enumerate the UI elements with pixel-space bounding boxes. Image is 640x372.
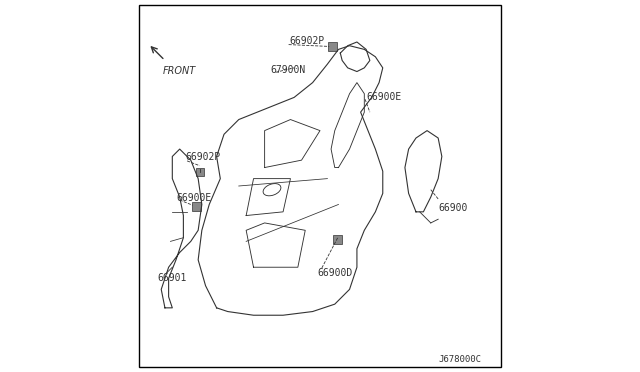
Text: 66902P: 66902P (290, 36, 325, 46)
Text: J678000C: J678000C (438, 355, 481, 364)
Text: 66900E: 66900E (366, 92, 401, 102)
Bar (192, 202, 201, 211)
Bar (333, 235, 342, 244)
Text: 66902P: 66902P (185, 152, 221, 162)
Text: 66901: 66901 (157, 273, 187, 283)
Text: FRONT: FRONT (163, 66, 196, 76)
Text: 66900D: 66900D (317, 268, 353, 278)
Text: 66900E: 66900E (176, 193, 211, 203)
Text: 67900N: 67900N (270, 65, 305, 75)
Text: 66900: 66900 (438, 203, 468, 213)
Bar (328, 42, 337, 51)
Bar (196, 167, 204, 176)
